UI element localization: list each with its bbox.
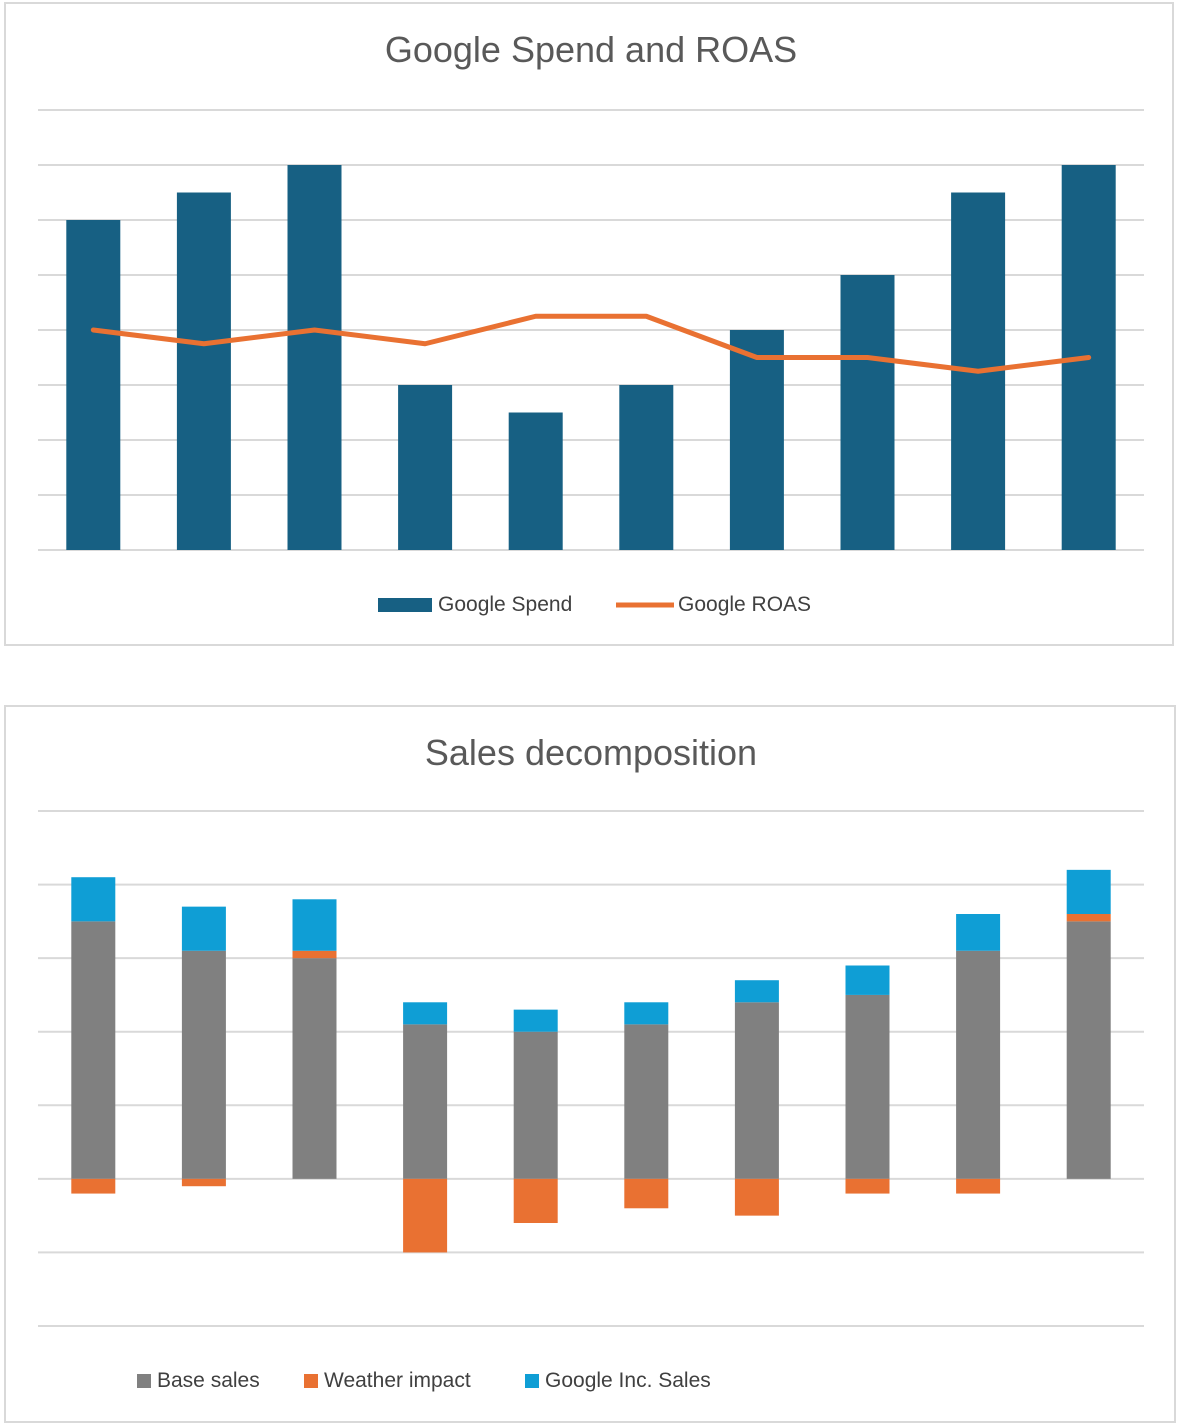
legend: Google Spend Google ROAS — [378, 593, 811, 616]
legend-label-google-roas: Google ROAS — [678, 593, 811, 616]
google-roas-line — [90, 313, 1092, 374]
weather-impact-segment — [71, 1178, 116, 1194]
legend-label-base-sales: Base sales — [157, 1369, 260, 1392]
base-sales-segment — [292, 958, 337, 1179]
legend-swatch-base-sales — [137, 1374, 151, 1388]
base-sales-segment — [71, 921, 116, 1179]
google-spend-bar — [287, 165, 342, 550]
spend-bars — [66, 165, 1116, 550]
google-inc-sales-segment — [403, 1002, 448, 1025]
base-sales-segment — [734, 1002, 779, 1179]
base-sales-segment — [845, 994, 890, 1179]
google-spend-bar — [840, 275, 895, 550]
chart-title: Google Spend and ROAS — [385, 29, 797, 70]
legend-swatch-google-inc-sales — [525, 1374, 539, 1388]
weather-impact-segment — [845, 1178, 890, 1194]
sales-decomposition-chart-panel: Sales decomposition Base sales Weather i… — [4, 705, 1176, 1423]
legend-label-weather-impact: Weather impact — [324, 1369, 471, 1392]
spend-roas-chart: Google Spend and ROAS Google Spend Googl… — [38, 29, 1144, 616]
google-spend-bar — [398, 385, 453, 550]
spend-roas-chart-panel: Google Spend and ROAS Google Spend Googl… — [4, 2, 1174, 646]
weather-impact-segment — [181, 1178, 226, 1187]
weather-impact-segment — [624, 1178, 669, 1209]
google-inc-sales-segment — [181, 906, 226, 951]
weather-impact-segment — [403, 1178, 448, 1253]
weather-impact-segment — [734, 1178, 779, 1216]
legend-swatch-weather-impact — [304, 1374, 318, 1388]
base-sales-segment — [624, 1024, 669, 1179]
base-sales-segment — [181, 950, 226, 1179]
legend-label-google-inc-sales: Google Inc. Sales — [545, 1369, 711, 1392]
sales-decomposition-chart: Sales decomposition Base sales Weather i… — [38, 732, 1144, 1392]
base-sales-segment — [403, 1024, 448, 1179]
google-inc-sales-segment — [513, 1009, 558, 1032]
google-spend-bar — [729, 330, 784, 550]
google-inc-sales-segment — [292, 899, 337, 951]
google-inc-sales-segment — [624, 1002, 669, 1025]
google-spend-bar — [66, 220, 121, 550]
weather-impact-segment — [1066, 914, 1111, 922]
base-sales-segment — [1066, 921, 1111, 1179]
weather-impact-segment — [513, 1178, 558, 1223]
google-inc-sales-segment — [845, 965, 890, 995]
weather-impact-segment — [956, 1178, 1001, 1194]
google-inc-sales-segment — [1066, 869, 1111, 914]
base-sales-segment — [956, 950, 1001, 1179]
roas-line — [90, 313, 1092, 374]
chart-title: Sales decomposition — [425, 732, 757, 773]
google-spend-bar — [176, 192, 231, 550]
google-inc-sales-segment — [734, 980, 779, 1003]
base-sales-segment — [513, 1031, 558, 1179]
google-inc-sales-segment — [956, 914, 1001, 951]
legend-swatch-google-spend — [378, 598, 432, 612]
legend: Base sales Weather impact Google Inc. Sa… — [137, 1369, 711, 1392]
google-spend-bar — [619, 385, 674, 550]
google-spend-bar — [508, 412, 563, 550]
google-inc-sales-segment — [71, 877, 116, 922]
stacked-bars — [71, 869, 1111, 1253]
legend-label-google-spend: Google Spend — [438, 593, 572, 616]
weather-impact-segment — [292, 950, 337, 959]
